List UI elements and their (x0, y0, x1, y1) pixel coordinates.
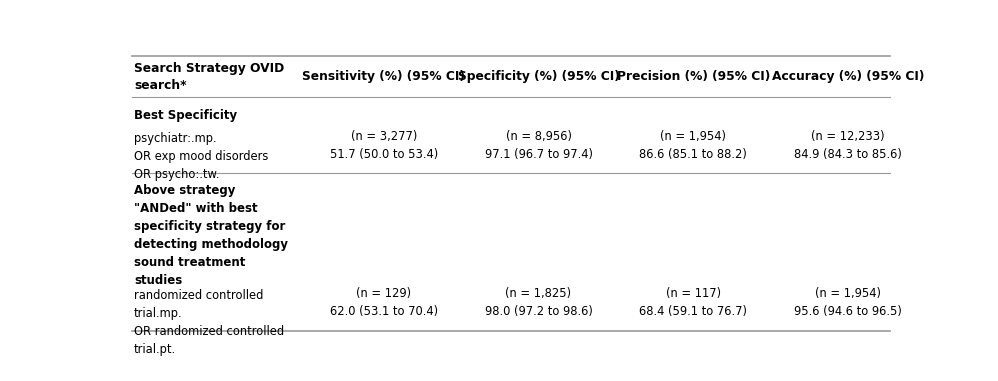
Text: psychiatr:.mp.
OR exp mood disorders
OR psycho:.tw.: psychiatr:.mp. OR exp mood disorders OR … (134, 132, 268, 181)
Text: Precision (%) (95% CI): Precision (%) (95% CI) (617, 70, 769, 83)
Text: randomized controlled
trial.mp.
OR randomized controlled
trial.pt.: randomized controlled trial.mp. OR rando… (134, 289, 284, 356)
Text: (n = 129): (n = 129) (356, 287, 411, 300)
Text: Search Strategy OVID
search*: Search Strategy OVID search* (134, 61, 284, 91)
Text: Specificity (%) (95% CI): Specificity (%) (95% CI) (458, 70, 620, 83)
Text: (n = 1,954): (n = 1,954) (661, 130, 727, 143)
Text: 86.6 (85.1 to 88.2): 86.6 (85.1 to 88.2) (640, 148, 748, 161)
Text: 98.0 (97.2 to 98.6): 98.0 (97.2 to 98.6) (485, 305, 593, 318)
Text: (n = 1,825): (n = 1,825) (505, 287, 572, 300)
Text: Accuracy (%) (95% CI): Accuracy (%) (95% CI) (771, 70, 924, 83)
Text: Above strategy
"ANDed" with best
specificity strategy for
detecting methodology
: Above strategy "ANDed" with best specifi… (134, 184, 288, 287)
Text: (n = 1,954): (n = 1,954) (815, 287, 881, 300)
Text: 62.0 (53.1 to 70.4): 62.0 (53.1 to 70.4) (329, 305, 438, 318)
Text: 84.9 (84.3 to 85.6): 84.9 (84.3 to 85.6) (794, 148, 902, 161)
Text: 95.6 (94.6 to 96.5): 95.6 (94.6 to 96.5) (794, 305, 902, 318)
Text: (n = 117): (n = 117) (666, 287, 721, 300)
Text: 51.7 (50.0 to 53.4): 51.7 (50.0 to 53.4) (329, 148, 438, 161)
Text: Sensitivity (%) (95% CI): Sensitivity (%) (95% CI) (302, 70, 465, 83)
Text: (n = 12,233): (n = 12,233) (811, 130, 885, 143)
Text: Best Specificity: Best Specificity (134, 109, 238, 122)
Text: (n = 3,277): (n = 3,277) (350, 130, 417, 143)
Text: 68.4 (59.1 to 76.7): 68.4 (59.1 to 76.7) (640, 305, 748, 318)
Text: 97.1 (96.7 to 97.4): 97.1 (96.7 to 97.4) (485, 148, 593, 161)
Text: (n = 8,956): (n = 8,956) (506, 130, 572, 143)
